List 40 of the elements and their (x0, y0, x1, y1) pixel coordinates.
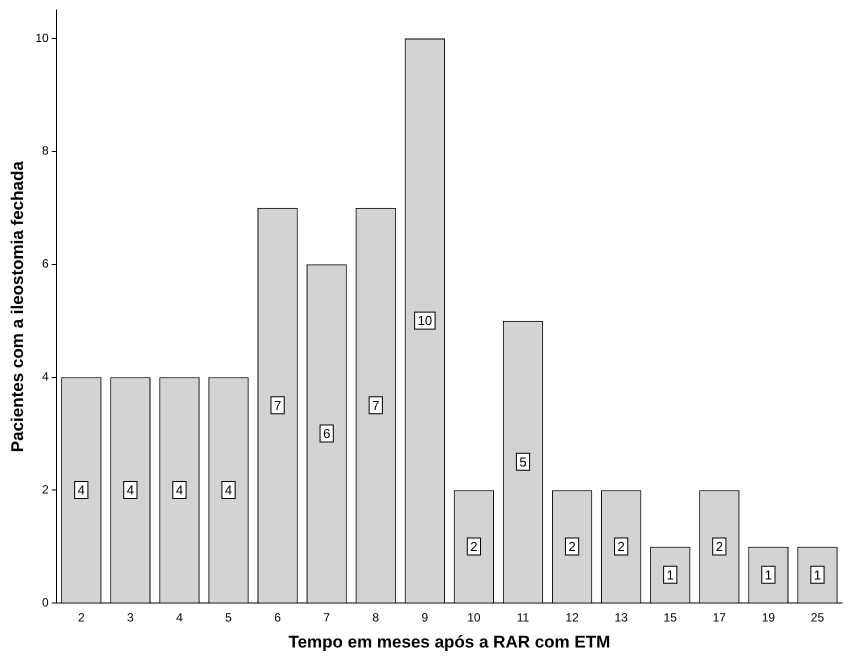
data-label: 1 (814, 567, 822, 582)
x-tick-label: 17 (712, 610, 726, 625)
x-tick-label: 9 (421, 610, 428, 625)
data-label: 10 (418, 313, 432, 328)
data-label: 2 (716, 539, 723, 554)
data-label: 7 (372, 398, 380, 413)
x-tick-label: 11 (516, 610, 530, 625)
data-label: 5 (519, 454, 527, 470)
data-label: 4 (78, 482, 85, 498)
data-label: 2 (618, 539, 625, 554)
x-tick-label: 3 (127, 610, 134, 625)
data-label: 2 (568, 539, 576, 554)
x-tick-label: 15 (664, 610, 678, 625)
x-tick-label: 8 (372, 610, 380, 625)
x-tick-label: 25 (810, 610, 824, 625)
data-label: 4 (176, 482, 184, 498)
y-tick-label: 10 (35, 30, 50, 45)
x-tick-label: 2 (78, 610, 85, 625)
x-tick-label: 7 (323, 610, 330, 625)
x-tick-label: 12 (565, 610, 580, 625)
data-label: 1 (666, 567, 674, 582)
x-tick-label: 5 (225, 610, 232, 625)
y-tick-label: 0 (42, 596, 50, 610)
y-tick-label: 6 (42, 256, 50, 271)
x-tick-label: 19 (762, 610, 776, 625)
y-tick-label: 2 (42, 482, 50, 497)
data-label: 7 (274, 398, 282, 413)
y-tick-label: 8 (42, 144, 50, 158)
x-tick-label: 10 (467, 610, 481, 625)
data-label: 1 (764, 567, 772, 582)
x-axis-title: Tempo em meses após a RAR com ETM (288, 632, 610, 652)
y-tick-label: 4 (42, 370, 50, 384)
data-label: 6 (323, 426, 330, 442)
data-label: 4 (126, 482, 134, 498)
data-label: 2 (470, 539, 478, 554)
x-tick-label: 13 (614, 610, 628, 625)
data-label: 4 (224, 482, 232, 498)
y-axis-title: Pacientes com a ileostomia fechada (8, 160, 27, 452)
x-tick-label: 4 (176, 610, 184, 625)
x-tick-label: 6 (274, 610, 282, 625)
